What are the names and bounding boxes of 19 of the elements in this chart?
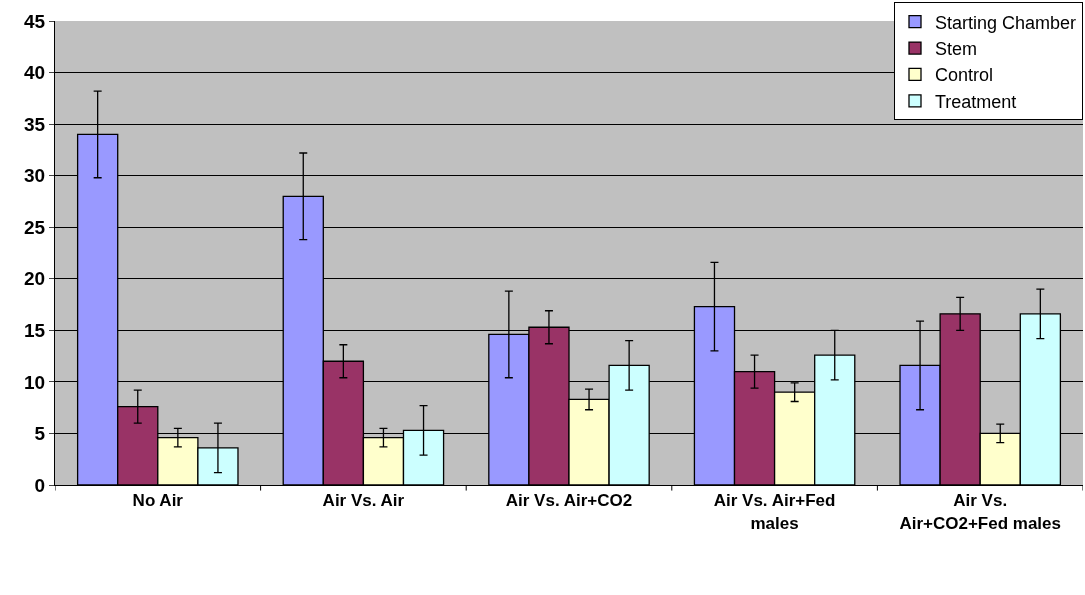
y-tick-label: 10: [24, 371, 46, 393]
y-tick-label: 25: [24, 216, 46, 238]
legend-label: Treatment: [935, 91, 1017, 112]
x-tick-label: Air Vs. Air+CO2: [505, 491, 633, 511]
y-tick-label: 15: [24, 319, 46, 341]
x-tick-label: Air Vs. Air+CO2+Fed males: [899, 491, 1061, 533]
x-tick-label: Air Vs. Air+Fed males: [713, 491, 836, 533]
x-tick-label: No Air: [132, 491, 184, 511]
y-tick-label: 40: [24, 62, 46, 84]
legend-label: Control: [935, 65, 994, 86]
y-tick-label: 5: [34, 423, 46, 445]
y-tick-label: 45: [24, 10, 46, 32]
x-tick-label: Air Vs. Air: [322, 491, 405, 511]
y-tick-label: 0: [34, 474, 46, 496]
y-tick-label: 20: [24, 268, 46, 290]
y-tick-label: 30: [24, 165, 46, 187]
legend-label: Stem: [935, 39, 978, 60]
y-tick-label: 35: [24, 113, 46, 135]
legend-label: Starting Chamber: [935, 12, 1077, 33]
